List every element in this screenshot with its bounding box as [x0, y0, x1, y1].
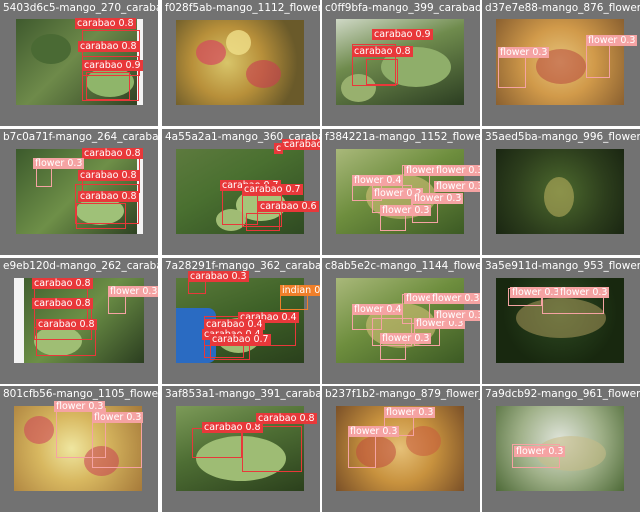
indian-label: indian 0.3: [280, 285, 320, 296]
image-filename: b7c0a71f-mango_264_carabao_f(2)_jpg.rf.a…: [3, 131, 158, 143]
carabao-box: [246, 213, 280, 231]
carabao-box: [75, 184, 139, 224]
image-filename: 3af853a1-mango_391_carabao_(0)_jpg.rf.77: [165, 388, 320, 400]
carabao-label: carabao 0.4: [204, 319, 265, 330]
mango-flower-image: [496, 149, 624, 234]
flower-label: flower 0.3: [434, 310, 480, 321]
flower-label: flower 0.2: [372, 188, 424, 199]
prediction-cell: 7a9dcb92-mango_961_flower_jpg.rf.52 flow…: [482, 386, 640, 512]
prediction-cell: b7c0a71f-mango_264_carabao_f(2)_jpg.rf.a…: [0, 129, 158, 255]
mango-flower-image: [176, 20, 304, 105]
flower-label: flower 0.3: [348, 426, 400, 437]
image-filename: 7a28291f-mango_362_carabao_(0)_jpg.rf.61: [165, 260, 320, 272]
flower-label: flower 0.3: [380, 333, 432, 344]
image-filename: 5403d6c5-mango_270_carabao_f(3)_jpg.rf.4…: [3, 2, 158, 14]
flower-label: flower 0.3: [404, 293, 456, 304]
flower-label: flower 0.3: [586, 35, 638, 46]
carabao-label: carabao 0.4: [238, 312, 299, 323]
carabao-label: carabao 0.8: [32, 298, 93, 309]
flower-label: flower 0.3: [108, 286, 158, 297]
carabao-label: carabao 0.7: [210, 334, 271, 345]
flower-label: flower 0.3: [384, 407, 436, 418]
carabao-label: carabao 0.3: [282, 139, 320, 150]
carabao-label: carabao 0.8: [78, 191, 139, 202]
carabao-label: c: [274, 143, 284, 154]
carabao-box: [352, 44, 396, 86]
prediction-cell: f028f5ab-mango_1112_flower_jpg.rf.5e5a2f…: [162, 0, 320, 126]
carabao-label: carabao 0.8: [352, 46, 413, 57]
carabao-box: [242, 426, 302, 472]
carabao-label: carabao 0.8: [202, 422, 263, 433]
flower-label: flower 0.3: [430, 293, 480, 304]
carabao-label: carabao 0.7: [242, 184, 303, 195]
image-filename: 4a55a2a1-mango_360_carabao_(1)_jpg.rf.b2…: [165, 131, 320, 143]
flower-label: flower 0.3: [404, 165, 456, 176]
prediction-cell: 35aed5ba-mango_996_flower_jpg.rf.c8: [482, 129, 640, 255]
prediction-cell: 801cfb56-mango_1105_flower_jpg.rf.3e flo…: [0, 386, 158, 512]
flower-box: [372, 318, 412, 346]
carabao-label: carabao 0.8: [256, 413, 317, 424]
carabao-label: carabao 0.8: [82, 148, 143, 159]
carabao-label: carabao 0.8: [32, 278, 93, 289]
carabao-box: [188, 280, 206, 294]
carabao-label: carabao 0.8: [36, 319, 97, 330]
carabao-label: carabao 0.8: [75, 18, 136, 29]
flower-label: flower 0.3: [412, 193, 464, 204]
prediction-cell: c8ab5e2c-mango_1144_flower_jpg.rf.d93 fl…: [322, 258, 480, 384]
flower-label: flower 0.3: [92, 412, 144, 423]
image-filename: 801cfb56-mango_1105_flower_jpg.rf.3e: [3, 388, 158, 400]
prediction-cell: b237f1b2-mango_879_flower_jpg.rf.9e1 flo…: [322, 386, 480, 512]
prediction-cell: 7a28291f-mango_362_carabao_(0)_jpg.rf.61…: [162, 258, 320, 384]
image-filename: e9eb120d-mango_262_carabao_f(3)_jpg.rf.4…: [3, 260, 158, 272]
image-filename: d37e7e88-mango_876_flower_jpg.rf.2d5: [485, 2, 640, 14]
flower-label: flower 0.3: [558, 287, 610, 298]
carabao-box: [366, 59, 398, 85]
mango-flower-image: [336, 406, 464, 491]
carabao-label: carabao 0.3: [188, 271, 249, 282]
mango-flower-image: [496, 19, 624, 105]
flower-label: flower 0.3: [510, 287, 562, 298]
flower-label: flower 0.3: [33, 158, 85, 169]
carabao-box: [82, 56, 139, 101]
image-filename: c8ab5e2c-mango_1144_flower_jpg.rf.d93: [325, 260, 480, 272]
flower-label: flower 0.4: [352, 304, 404, 315]
prediction-cell: c0ff9bfa-mango_399_carabao_(0)_jpg.rf.4d…: [322, 0, 480, 126]
carabao-label: carabao 0.9: [372, 29, 433, 40]
image-filename: 35aed5ba-mango_996_flower_jpg.rf.c8: [485, 131, 640, 143]
image-filename: f384221a-mango_1152_flower_jpg.rf.a3e: [325, 131, 480, 143]
flower-label: flower 0.4: [352, 175, 404, 186]
image-filename: 7a9dcb92-mango_961_flower_jpg.rf.52: [485, 388, 640, 400]
prediction-cell: f384221a-mango_1152_flower_jpg.rf.a3e fl…: [322, 129, 480, 255]
prediction-cell: d37e7e88-mango_876_flower_jpg.rf.2d5 flo…: [482, 0, 640, 126]
flower-label: flower 0.3: [414, 318, 466, 329]
flower-label: flower 0.3: [434, 165, 480, 176]
carabao-label: carabao 0.8: [78, 41, 139, 52]
image-filename: f028f5ab-mango_1112_flower_jpg.rf.5e5a2f…: [165, 2, 320, 14]
prediction-cell: 5403d6c5-mango_270_carabao_f(3)_jpg.rf.4…: [0, 0, 158, 126]
flower-label: flower 0.3: [498, 47, 550, 58]
carabao-label: carabao 0.9: [82, 60, 143, 71]
image-filename: 3a5e911d-mango_953_flower_jpg.rf.c1a: [485, 260, 640, 272]
flower-label: flower 0.3: [54, 401, 106, 412]
flower-label: flower 0.3: [514, 446, 566, 457]
prediction-cell: 4a55a2a1-mango_360_carabao_(1)_jpg.rf.b2…: [162, 129, 320, 255]
prediction-cell: 3a5e911d-mango_953_flower_jpg.rf.c1a flo…: [482, 258, 640, 384]
flower-box: [92, 420, 142, 468]
flower-label: flower 0.3: [434, 181, 480, 192]
carabao-label: carabao 0.8: [78, 170, 139, 181]
prediction-cell: 3af853a1-mango_391_carabao_(0)_jpg.rf.77…: [162, 386, 320, 512]
carabao-box: [82, 30, 140, 76]
carabao-label: carabao 0.6: [258, 201, 319, 212]
carabao-box: [76, 203, 126, 229]
image-filename: c0ff9bfa-mango_399_carabao_(0)_jpg.rf.4d…: [325, 2, 480, 14]
carabao-box: [86, 72, 130, 100]
image-filename: b237f1b2-mango_879_flower_jpg.rf.9e1: [325, 388, 480, 400]
prediction-cell: e9eb120d-mango_262_carabao_f(3)_jpg.rf.4…: [0, 258, 158, 384]
flower-label: flower 0.3: [380, 205, 432, 216]
